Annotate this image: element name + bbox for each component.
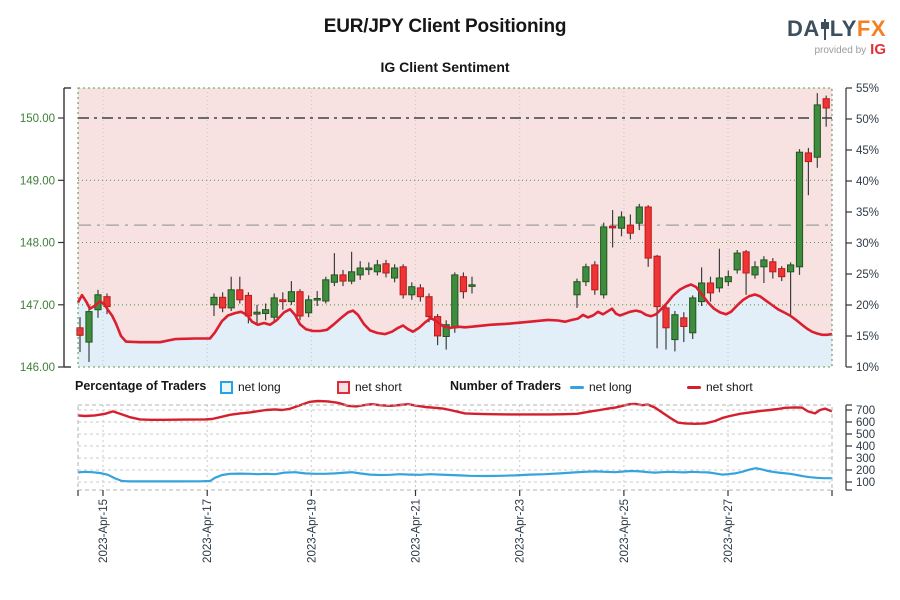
svg-text:500: 500 [856,429,875,441]
number-of-traders-panel [77,399,833,491]
legend-number-title: Number of Traders [450,379,562,393]
logo-text-da: DA [787,16,820,41]
x-axis-date-label: 2023-Apr-19 [306,499,318,563]
dailyfx-logo: DA LY FX provided by IG [787,18,886,58]
x-axis-date-label: 2023-Apr-23 [515,499,527,563]
svg-text:150.00: 150.00 [20,113,55,125]
net-long-area [78,284,832,367]
x-axis-date-label: 2023-Apr-17 [202,499,214,563]
x-axis-date-label: 2023-Apr-15 [98,499,110,563]
logo-text-ly: LY [829,16,857,41]
legend-num-net-long-label: net long [589,380,632,394]
svg-text:146.00: 146.00 [20,362,55,374]
provided-by-text: provided by [814,44,867,56]
svg-text:55%: 55% [856,83,879,95]
legend-num-net-short-label: net short [706,380,753,394]
lower-panel-border [77,404,833,491]
svg-text:15%: 15% [856,331,879,343]
net-long-pct-line [76,283,833,344]
reference-lines [78,117,832,226]
ig-logo: IG [870,41,886,58]
svg-text:20%: 20% [856,300,879,312]
traders-net-short-line [77,399,833,425]
dailyfx-wordmark: DA LY FX [787,18,886,40]
chart-subtitle: IG Client Sentiment [380,59,510,75]
num-net-long-dash-icon [570,386,584,389]
x-axis-date-label: 2023-Apr-21 [411,499,423,563]
svg-text:45%: 45% [856,145,879,157]
svg-text:25%: 25% [856,269,879,281]
svg-text:10%: 10% [856,362,879,374]
svg-text:600: 600 [856,417,875,429]
pct-net-long-swatch-icon [220,381,233,394]
svg-text:148.00: 148.00 [20,238,55,250]
candle-wick-glyph [823,18,826,40]
page-title: EUR/JPY Client Positioning [323,16,567,37]
legend-percentage-title: Percentage of Traders [75,379,207,393]
traders-net-long-line [77,467,832,483]
svg-text:149.00: 149.00 [20,175,55,187]
legend: Percentage of Traders net long net short… [0,378,900,396]
svg-text:30%: 30% [856,238,879,250]
main-panel-border [77,87,833,368]
svg-text:200: 200 [856,465,875,477]
svg-text:50%: 50% [856,114,879,126]
num-net-short-dash-icon [687,386,701,389]
svg-text:35%: 35% [856,207,879,219]
svg-text:147.00: 147.00 [20,300,55,312]
svg-text:300: 300 [856,453,875,465]
svg-text:100: 100 [856,477,875,489]
x-axis-date-label: 2023-Apr-27 [723,499,735,563]
legend-pct-net-long-label: net long [238,380,281,394]
provided-by-line: provided by IG [787,41,886,58]
candlestick-icon [820,18,829,40]
candle-body-glyph [820,21,829,29]
x-axis-date-label: 2023-Apr-25 [619,499,631,563]
gridlines [78,88,832,490]
svg-text:40%: 40% [856,176,879,188]
logo-text-fx: FX [856,16,886,41]
svg-text:400: 400 [856,441,875,453]
legend-pct-net-short-label: net short [355,380,402,394]
svg-text:700: 700 [856,405,875,417]
axes: 146.00 147.00 148.00 149.00 150.00 10% 15% 20% 2… [20,83,879,563]
pct-net-short-swatch-icon [337,381,350,394]
candlestick-layer [76,93,830,362]
